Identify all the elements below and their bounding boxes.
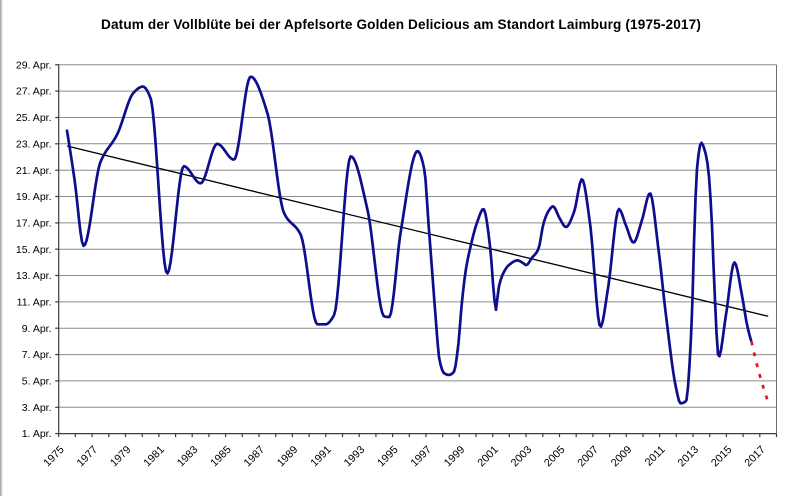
svg-text:7. Apr.: 7. Apr. xyxy=(22,349,52,361)
svg-text:19. Apr.: 19. Apr. xyxy=(16,191,52,203)
svg-text:25. Apr.: 25. Apr. xyxy=(16,112,52,124)
svg-text:27. Apr.: 27. Apr. xyxy=(16,86,52,98)
svg-text:21. Apr.: 21. Apr. xyxy=(16,165,52,177)
svg-text:11. Apr.: 11. Apr. xyxy=(17,297,52,309)
svg-text:17. Apr.: 17. Apr. xyxy=(16,218,52,230)
svg-text:13. Apr.: 13. Apr. xyxy=(16,270,52,282)
svg-text:5. Apr.: 5. Apr. xyxy=(22,376,52,388)
svg-text:23. Apr.: 23. Apr. xyxy=(16,138,52,150)
svg-text:29. Apr.: 29. Apr. xyxy=(16,59,52,71)
svg-text:15. Apr.: 15. Apr. xyxy=(16,244,52,256)
svg-text:3. Apr.: 3. Apr. xyxy=(22,402,52,414)
svg-text:1. Apr.: 1. Apr. xyxy=(22,428,52,440)
svg-text:9. Apr.: 9. Apr. xyxy=(22,323,52,335)
